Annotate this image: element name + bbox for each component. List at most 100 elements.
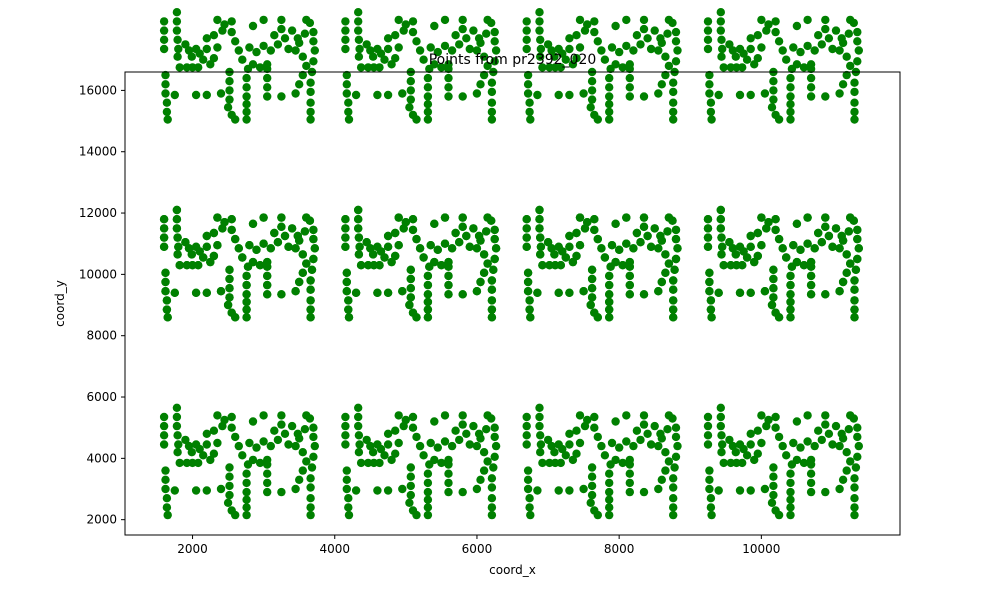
data-point: [703, 421, 713, 431]
data-point: [850, 494, 859, 503]
data-point: [387, 257, 396, 267]
data-point: [310, 244, 319, 253]
data-point: [774, 115, 784, 124]
data-point: [162, 503, 172, 512]
data-point: [423, 115, 433, 124]
data-point: [483, 259, 492, 268]
data-point: [300, 29, 310, 38]
data-point: [664, 213, 674, 222]
data-point: [423, 313, 433, 322]
data-point: [786, 510, 795, 520]
data-point: [716, 412, 725, 422]
data-point: [412, 432, 421, 442]
data-point: [423, 510, 433, 520]
data-point: [572, 251, 581, 261]
data-point: [306, 313, 315, 322]
data-point: [172, 421, 182, 431]
data-point: [792, 219, 802, 228]
data-point: [607, 241, 617, 250]
data-point: [838, 277, 848, 287]
data-point: [810, 244, 819, 253]
data-point: [341, 35, 350, 44]
data-point: [455, 40, 464, 49]
data-point: [306, 276, 315, 285]
data-point: [525, 296, 534, 305]
data-point: [213, 241, 222, 250]
data-point: [587, 77, 597, 86]
data-point: [195, 247, 204, 256]
data-point: [703, 26, 713, 35]
data-point: [306, 115, 315, 124]
data-point: [622, 15, 631, 25]
data-point: [487, 285, 497, 294]
data-point: [778, 46, 787, 55]
y-axis-label: coord_y: [53, 280, 67, 327]
data-point: [703, 17, 713, 26]
data-point: [220, 20, 229, 29]
data-point: [277, 213, 286, 222]
data-point: [172, 412, 182, 422]
data-point: [227, 225, 236, 235]
data-point: [277, 411, 286, 420]
data-point: [821, 92, 830, 101]
data-point: [173, 448, 182, 457]
data-point: [632, 228, 642, 238]
data-point: [472, 484, 482, 494]
data-point: [487, 296, 497, 305]
data-point: [654, 441, 663, 451]
data-point: [401, 20, 410, 29]
data-point: [550, 250, 559, 259]
data-point: [472, 46, 482, 55]
data-point: [731, 448, 740, 457]
data-point: [344, 510, 354, 520]
data-point: [714, 288, 723, 297]
data-point: [248, 60, 258, 69]
data-point: [703, 431, 713, 440]
data-point: [423, 107, 433, 117]
x-axis-ticks: 2000 4000 6000 8000 10000: [177, 535, 780, 556]
data-point: [225, 472, 234, 481]
data-point: [344, 98, 353, 107]
data-point: [535, 421, 544, 431]
data-point: [252, 245, 261, 254]
data-point: [789, 438, 798, 448]
data-point: [373, 486, 382, 495]
data-point: [605, 313, 614, 322]
data-point: [391, 426, 400, 435]
data-point: [444, 280, 453, 290]
data-point: [490, 254, 499, 264]
data-point: [159, 440, 169, 449]
data-point: [837, 34, 846, 43]
data-point: [565, 486, 574, 495]
data-point: [430, 257, 439, 267]
data-point: [854, 441, 863, 451]
data-point: [853, 234, 862, 244]
data-point: [406, 274, 415, 284]
data-point: [525, 305, 534, 314]
data-point: [657, 475, 666, 484]
data-point: [706, 98, 716, 107]
data-point: [605, 115, 614, 124]
data-point: [535, 205, 544, 215]
data-point: [270, 228, 279, 238]
data-point: [565, 90, 574, 100]
data-point: [656, 429, 665, 438]
data-point: [440, 411, 450, 420]
data-point: [850, 115, 859, 124]
data-point: [159, 431, 169, 440]
data-point: [703, 233, 713, 242]
data-point: [757, 411, 766, 420]
data-point: [291, 89, 300, 98]
data-point: [383, 231, 393, 241]
data-point: [479, 250, 489, 259]
data-point: [225, 284, 234, 293]
data-point: [263, 478, 272, 488]
data-point: [242, 503, 251, 512]
data-point: [225, 463, 234, 472]
data-point: [231, 313, 240, 322]
data-point: [430, 417, 439, 426]
data-point: [447, 441, 457, 451]
data-point: [618, 458, 627, 468]
data-point: [851, 265, 861, 274]
data-point: [430, 60, 439, 69]
